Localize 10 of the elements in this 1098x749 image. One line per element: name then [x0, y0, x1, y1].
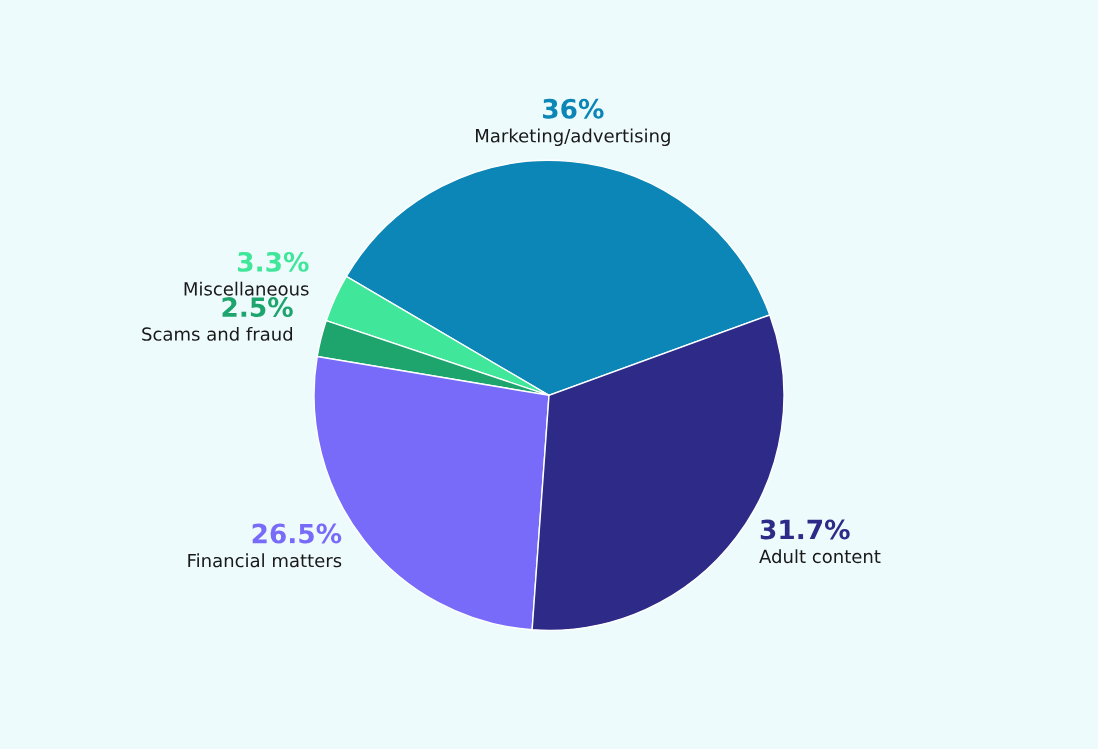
- slice-label: Adult content: [759, 549, 881, 564]
- data-label: 3.3%: [238, 251, 309, 272]
- slice-label: Financial matters: [188, 553, 342, 568]
- data-label: 2.5%: [222, 297, 293, 318]
- data-label: 26.5%: [252, 523, 342, 544]
- slice-label: Scams and fraud: [142, 326, 293, 341]
- slice-label: Miscellaneous: [184, 281, 309, 296]
- data-label: 36%: [543, 98, 604, 119]
- slice-label: Marketing/advertising: [476, 128, 670, 147]
- data-label: 31.7%: [760, 519, 850, 540]
